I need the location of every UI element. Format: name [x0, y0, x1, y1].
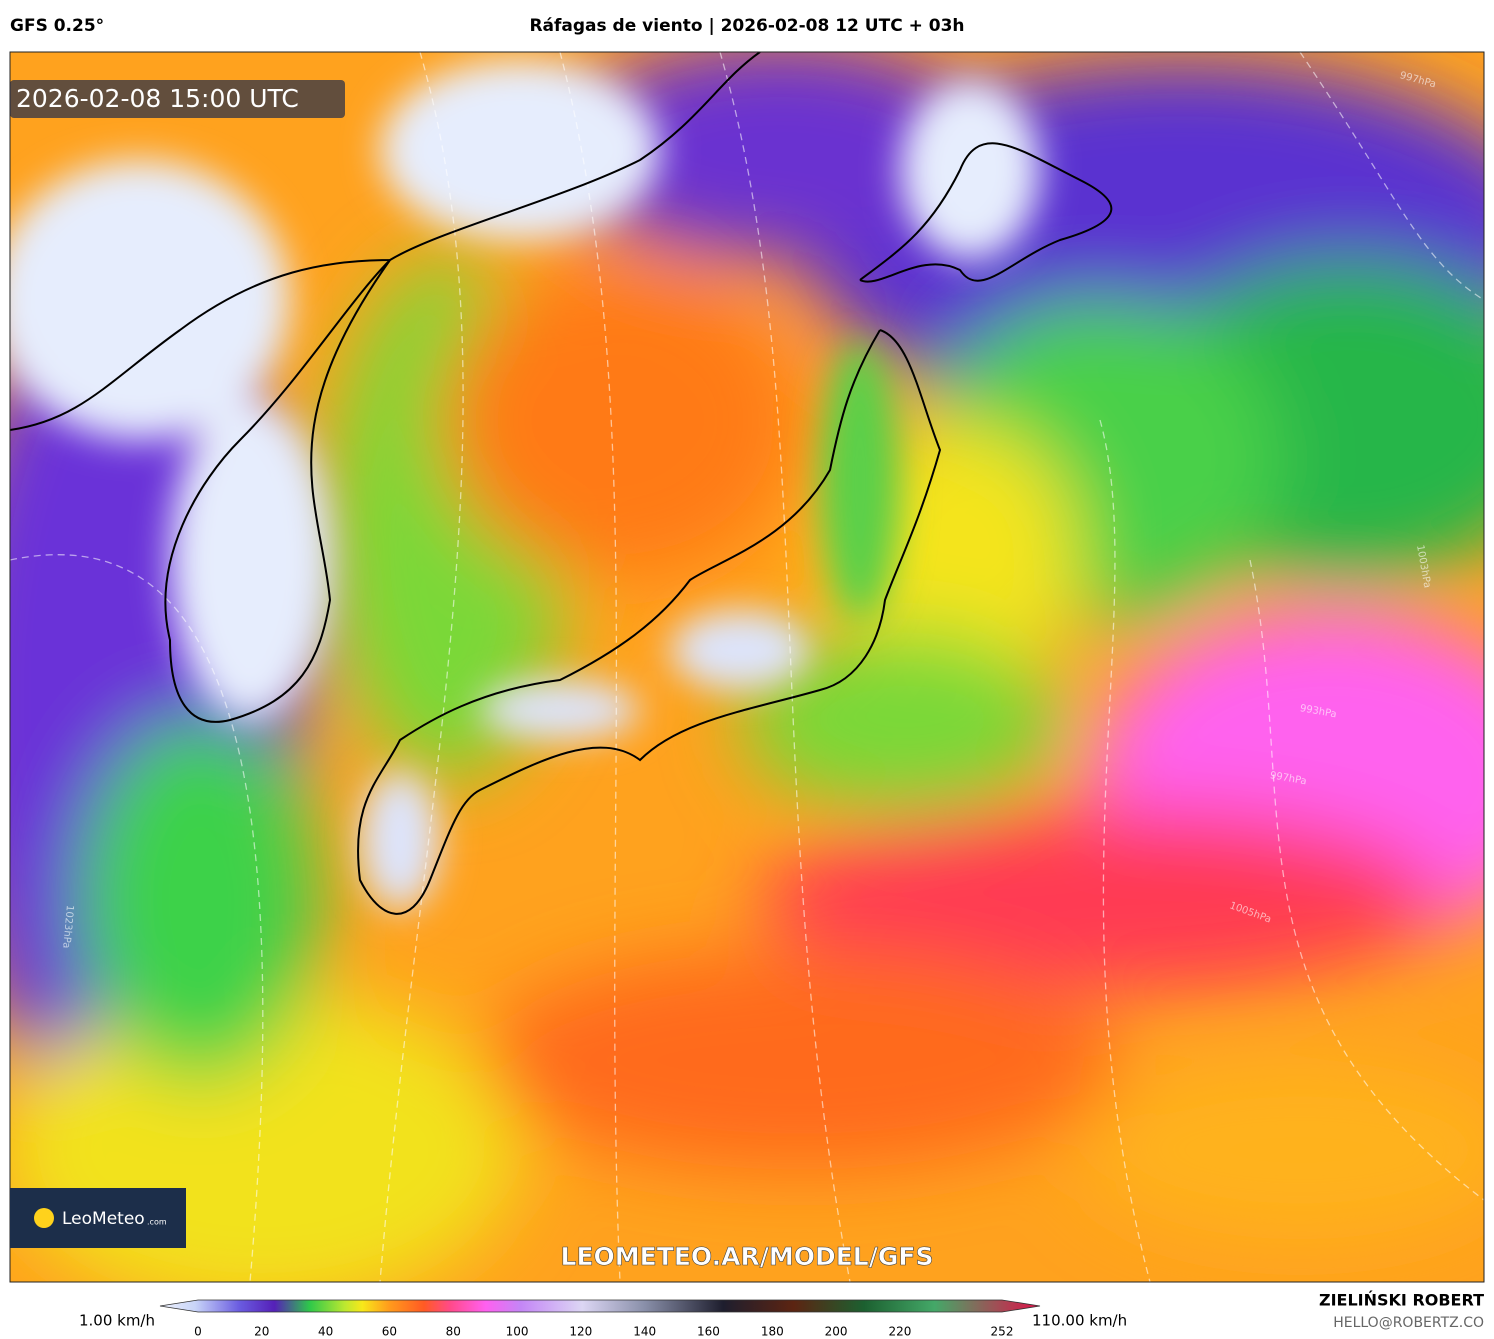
colorbar-tick-label: 40 [318, 1325, 333, 1339]
time-badge [10, 80, 345, 118]
logo-name: LeoMeteo [62, 1209, 145, 1229]
colorbar-tick-label: 200 [825, 1325, 848, 1339]
colorbar-max: 110.00 km/h [1032, 1312, 1127, 1330]
model-label: GFS 0.25° [10, 16, 104, 36]
colorbar-tick-label: 220 [888, 1325, 911, 1339]
colorbar-tick-label: 180 [761, 1325, 784, 1339]
colorbar-tick-label: 60 [382, 1325, 397, 1339]
credit-author: ZIELIŃSKI ROBERT [1319, 1291, 1484, 1310]
logo-sun [34, 1208, 54, 1228]
colorbar-tick-label: 0 [194, 1325, 202, 1339]
credit-email: HELLO@ROBERTZ.CO [1333, 1315, 1484, 1331]
map-title: Ráfagas de viento | 2026-02-08 12 UTC + … [529, 16, 964, 36]
watermark: LEOMETEO.AR/MODEL/GFS [561, 1242, 934, 1271]
colorbar [159, 1299, 1041, 1313]
wind-field [10, 52, 1484, 1282]
colorbar-tick-label: 20 [254, 1325, 269, 1339]
colorbar-tick-label: 140 [633, 1325, 656, 1339]
colorbar-min: 1.00 km/h [79, 1312, 155, 1330]
colorbar-tick-label: 120 [569, 1325, 592, 1339]
colorbar-tick-label: 252 [991, 1325, 1014, 1339]
colorbar-tick-label: 160 [697, 1325, 720, 1339]
colorbar-tick-label: 80 [446, 1325, 461, 1339]
logo-suffix: .com [147, 1218, 167, 1227]
isobar-label: 1023hPa [60, 904, 75, 948]
colorbar-tick-label: 100 [506, 1325, 529, 1339]
valid-time: 2026-02-08 15:00 UTC [16, 84, 299, 113]
